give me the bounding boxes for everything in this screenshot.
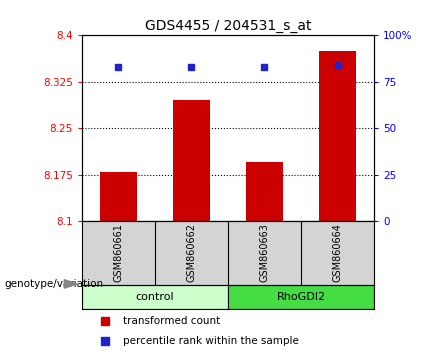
Bar <box>319 51 356 221</box>
Text: percentile rank within the sample: percentile rank within the sample <box>123 336 298 346</box>
Text: GSM860662: GSM860662 <box>186 223 197 282</box>
Polygon shape <box>64 280 77 288</box>
Text: genotype/variation: genotype/variation <box>4 279 104 289</box>
Text: RhoGDI2: RhoGDI2 <box>276 292 326 302</box>
Bar <box>82 285 228 309</box>
Bar <box>228 285 374 309</box>
Text: transformed count: transformed count <box>123 315 220 326</box>
Text: control: control <box>135 292 174 302</box>
Bar <box>173 101 210 221</box>
Text: GSM860661: GSM860661 <box>113 223 123 282</box>
Bar <box>100 172 136 221</box>
Text: GSM860664: GSM860664 <box>332 223 343 282</box>
Bar <box>246 162 283 221</box>
Title: GDS4455 / 204531_s_at: GDS4455 / 204531_s_at <box>144 19 311 33</box>
Text: GSM860663: GSM860663 <box>259 223 270 282</box>
